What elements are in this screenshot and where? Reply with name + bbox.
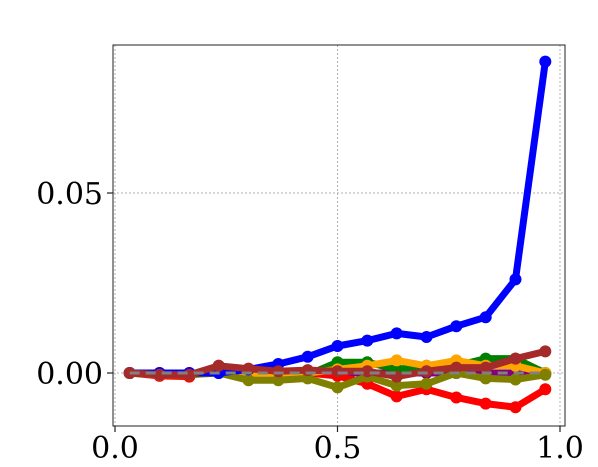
series-4-point-9 — [390, 379, 403, 392]
series-1-point-11 — [450, 391, 463, 404]
series-6-point-11 — [450, 361, 463, 374]
series-4-point-13 — [509, 373, 522, 386]
series-6-point-10 — [420, 365, 433, 378]
series-4-point-5 — [272, 374, 285, 387]
series-5-point-14 — [539, 55, 552, 68]
series-4-point-10 — [420, 377, 433, 390]
series-6-point-8 — [361, 365, 374, 378]
series-6-point-1 — [153, 368, 166, 381]
series-6-point-2 — [183, 368, 196, 381]
series-5-point-10 — [420, 331, 433, 343]
series-5-point-6 — [301, 350, 314, 363]
series-4-point-7 — [331, 381, 344, 394]
series-4-point-14 — [539, 368, 552, 381]
series-6-point-14 — [539, 345, 552, 358]
series-3-point-9 — [390, 354, 403, 367]
series-1-point-13 — [509, 401, 522, 414]
series-5-point-8 — [361, 334, 374, 347]
series-5-point-13 — [509, 273, 522, 286]
plot-frame — [112, 44, 566, 427]
series-6-point-3 — [212, 359, 225, 372]
series-6-point-5 — [272, 365, 285, 378]
series-5-point-12 — [479, 311, 492, 324]
x-tick-label-2: 1.0 — [536, 431, 584, 466]
y-tick-label-0: 0.00 — [36, 357, 103, 392]
x-tick-label-0: 0.0 — [91, 431, 139, 466]
series-6-point-7 — [331, 365, 344, 378]
series-6-point-12 — [479, 361, 492, 374]
series-1-point-12 — [479, 397, 492, 410]
series-4-point-12 — [479, 372, 492, 385]
series-1-point-9 — [390, 390, 403, 403]
series-1-point-14 — [539, 383, 552, 396]
series-5-point-9 — [390, 327, 403, 340]
series-4-point-6 — [301, 372, 314, 385]
y-tick-label-1: 0.05 — [36, 177, 103, 212]
series-5-point-7 — [331, 340, 344, 352]
x-tick-label-1: 0.5 — [314, 431, 362, 466]
axis-ticks: 0.0 0.5 1.0 0.00 0.05 — [36, 177, 584, 466]
series-4-point-4 — [242, 374, 255, 387]
series-5-point-11 — [450, 320, 463, 333]
series-6-point-13 — [509, 352, 522, 365]
